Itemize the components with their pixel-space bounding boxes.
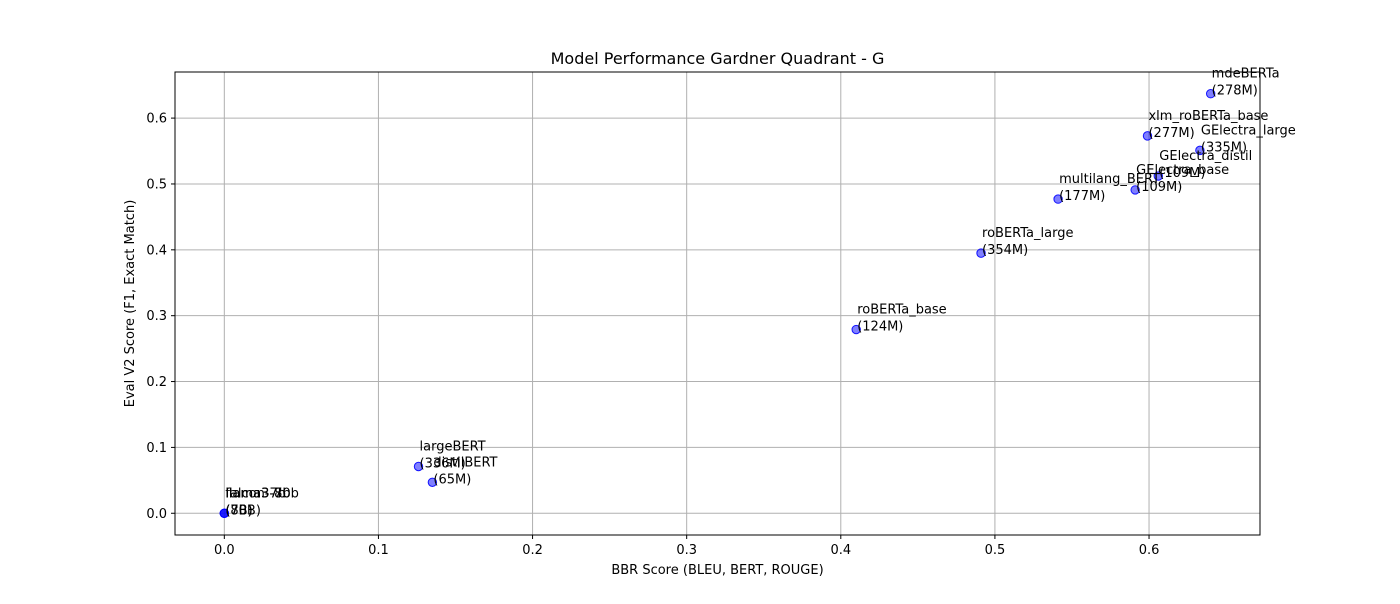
data-point (1130, 185, 1140, 195)
tick-layer: 0.0 0.1 0.2 0.3 0.4 0.5 0.6 0.0 0.1 0.2 0.3 0.4 0.5 0… (146, 112, 1159, 558)
y-tick-label: 0.4 (146, 243, 167, 258)
x-tick-label: 0.3 (676, 543, 697, 558)
point-label-size: (277M) (1148, 126, 1194, 141)
data-point (851, 324, 861, 335)
point-label-name: llama3-8b (225, 486, 290, 501)
y-axis-label: Eval V2 Score (F1, Exact Match) (123, 200, 138, 408)
y-tick-label: 0.2 (146, 375, 167, 390)
point-label-name: GElectra_base (1136, 163, 1229, 178)
y-tick-label: 0.3 (146, 309, 167, 324)
point-label-name: multilang_BERT (1059, 172, 1160, 187)
point-label-size: (109M) (1136, 180, 1182, 195)
y-tick-label: 0.1 (146, 441, 167, 456)
y-tick-label: 0.0 (146, 507, 167, 522)
point-label-size: (8B) (225, 503, 252, 518)
point-label-size: (65M) (433, 472, 471, 487)
point-label-name: xlm_roBERTa_base (1148, 109, 1268, 124)
x-tick-label: 0.2 (522, 543, 543, 558)
data-point (976, 248, 986, 258)
point-label-size: (335M) (1201, 140, 1247, 155)
x-tick-label: 0.1 (368, 543, 389, 558)
point-label-size: (7B) (225, 503, 252, 518)
point-label-name: distilBERT (433, 455, 497, 470)
x-tick-label: 0.0 (214, 543, 235, 558)
point-layer (219, 89, 1216, 518)
point-label-size: (278M) (1212, 84, 1258, 99)
data-point (427, 477, 438, 488)
y-tick-label: 0.5 (146, 177, 167, 192)
point-label-size: (177M) (1059, 189, 1105, 204)
point-label-size: (336M) (420, 457, 466, 472)
point-label-size: (124M) (857, 320, 903, 335)
point-label-name: roBERTa_large (982, 226, 1073, 241)
data-point (1205, 89, 1216, 99)
point-label-name: mdeBERTa (1212, 67, 1280, 82)
data-point (1153, 171, 1163, 181)
grid-layer (175, 72, 1260, 535)
plot-area-frame (174, 71, 1261, 536)
data-point (1142, 131, 1153, 141)
x-axis-label: BBR Score (BLEU, BERT, ROUGE) (611, 563, 823, 578)
x-tick-label: 0.6 (1139, 543, 1160, 558)
point-label-name: GElectra_large (1201, 123, 1296, 138)
data-point (1195, 145, 1205, 156)
x-tick-label: 0.5 (985, 543, 1006, 558)
point-label-name: GElectra_distil (1159, 149, 1252, 164)
label-layer: mdeBERTa (278M) xlm_roBERTa_base (277M) GEle… (225, 67, 1295, 519)
point-label-name: falcon-7b (225, 486, 286, 501)
point-label-size: (354M) (982, 243, 1028, 258)
point-label-size: (70B) (225, 503, 261, 518)
point-label-size: (109M) (1159, 166, 1205, 181)
x-tick-label: 0.4 (830, 543, 851, 558)
data-point (219, 508, 230, 518)
data-point (413, 461, 424, 472)
point-label-name: llama3-70b (225, 486, 299, 501)
y-tick-label: 0.6 (146, 112, 167, 127)
data-point (1053, 194, 1063, 204)
point-label-name: largeBERT (420, 440, 486, 455)
chart-title: Model Performance Gardner Quadrant - G (551, 49, 885, 68)
point-label-name: roBERTa_base (857, 303, 946, 318)
